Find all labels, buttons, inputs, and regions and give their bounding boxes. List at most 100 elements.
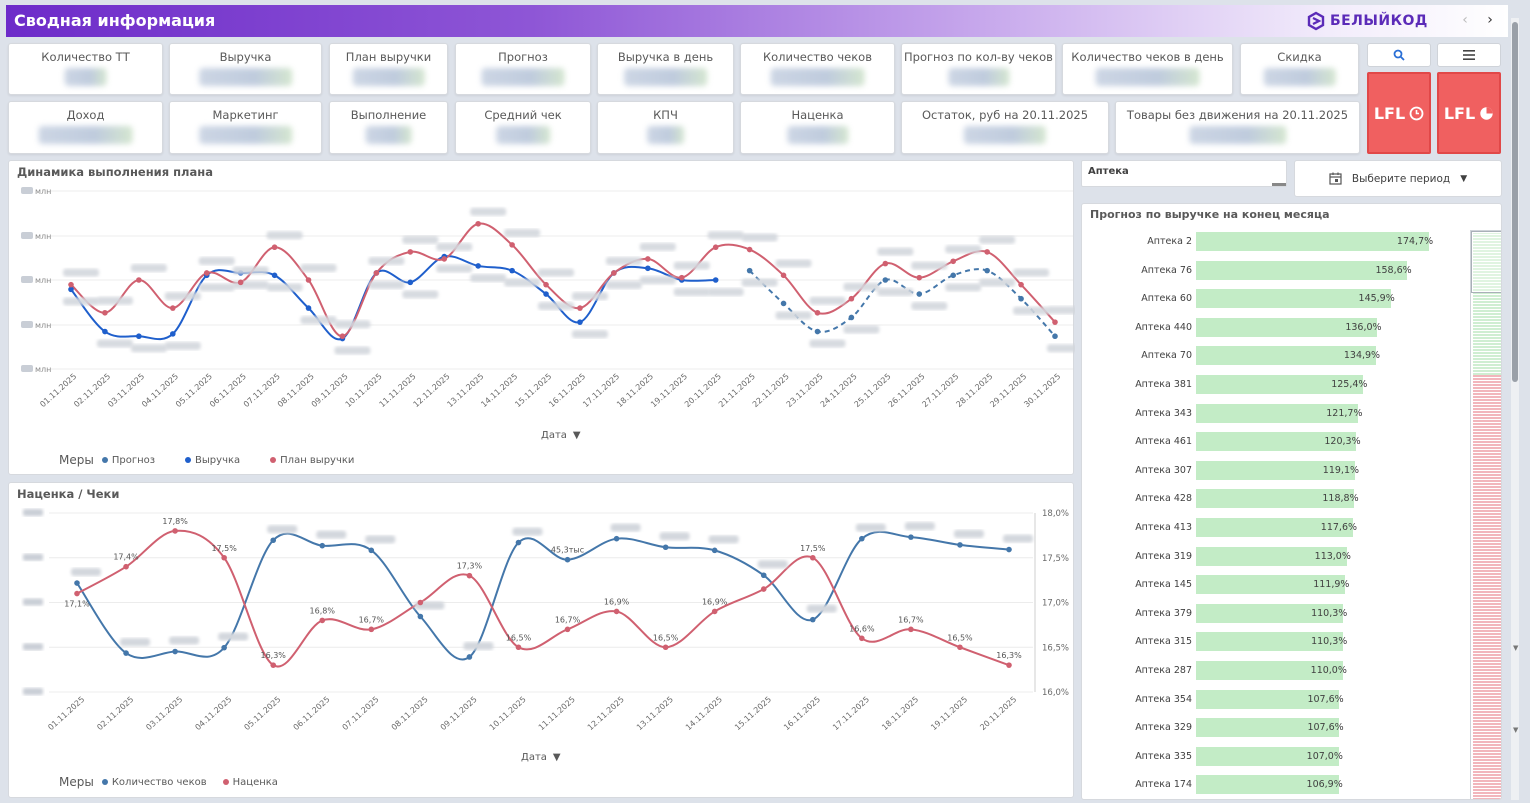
data-point[interactable] (319, 617, 326, 624)
data-point[interactable] (68, 281, 74, 288)
data-point[interactable] (908, 534, 914, 540)
forecast-bar[interactable] (1196, 489, 1355, 509)
data-point[interactable] (882, 260, 889, 267)
data-point[interactable] (368, 626, 375, 633)
forecast-bar[interactable] (1196, 518, 1353, 537)
forecast-row[interactable]: Аптека 413 117,6% (1082, 518, 1472, 538)
forecast-row[interactable]: Аптека 60 145,9% (1082, 289, 1472, 309)
data-point[interactable] (123, 650, 129, 656)
data-point[interactable] (407, 249, 414, 255)
series-line[interactable] (748, 268, 1056, 337)
legend-item-plan[interactable]: План выручки (270, 455, 354, 466)
data-point[interactable] (908, 626, 914, 633)
forecast-bar[interactable] (1196, 775, 1339, 795)
data-point[interactable] (368, 547, 375, 554)
data-point[interactable] (169, 331, 176, 337)
kpi-card[interactable]: Товары без движения на 20.11.2025 (1115, 101, 1360, 154)
data-point[interactable] (102, 309, 108, 316)
legend-item-revenue[interactable]: Выручка (185, 455, 240, 466)
data-point[interactable] (711, 608, 718, 615)
data-point[interactable] (417, 599, 424, 606)
data-point[interactable] (1052, 319, 1058, 325)
data-point[interactable] (515, 539, 522, 546)
forecast-bar[interactable] (1196, 432, 1357, 452)
forecast-minimap[interactable] (1470, 230, 1501, 799)
data-point[interactable] (543, 291, 549, 297)
data-point[interactable] (543, 281, 549, 288)
forecast-row[interactable]: Аптека 381 125,4% (1082, 375, 1472, 395)
data-point[interactable] (859, 635, 865, 642)
forecast-row[interactable]: Аптека 343 121,7% (1082, 403, 1472, 424)
data-point[interactable] (271, 244, 278, 251)
data-point[interactable] (221, 554, 227, 561)
data-point[interactable] (746, 267, 753, 274)
data-point[interactable] (475, 220, 481, 227)
data-point[interactable] (746, 246, 753, 253)
data-point[interactable] (984, 249, 990, 255)
forecast-row[interactable]: Аптека 70 134,9% (1082, 346, 1472, 366)
data-point[interactable] (613, 535, 620, 542)
data-point[interactable] (711, 547, 718, 554)
data-point[interactable] (916, 291, 923, 297)
kpi-card[interactable]: План выручки (329, 43, 448, 95)
forecast-bar[interactable] (1196, 317, 1378, 337)
data-point[interactable] (74, 590, 80, 597)
forecast-row[interactable]: Аптека 440 136,0% (1082, 317, 1472, 338)
forecast-bar[interactable] (1196, 546, 1347, 566)
data-point[interactable] (712, 277, 719, 283)
data-point[interactable] (957, 542, 963, 548)
search-button[interactable] (1367, 43, 1431, 67)
kpi-card[interactable]: Скидка (1240, 43, 1359, 95)
data-point[interactable] (957, 644, 963, 651)
forecast-bar[interactable] (1196, 460, 1355, 480)
kpi-card[interactable]: Выручка в день (597, 43, 734, 95)
forecast-bar[interactable] (1196, 232, 1429, 251)
data-point[interactable] (123, 563, 129, 570)
data-point[interactable] (509, 242, 515, 248)
forecast-row[interactable]: Аптека 287 110,0% (1082, 661, 1472, 681)
kpi-card[interactable]: Доход (8, 101, 163, 154)
data-point[interactable] (305, 305, 312, 311)
data-point[interactable] (564, 626, 571, 633)
data-point[interactable] (203, 270, 210, 276)
data-point[interactable] (407, 279, 414, 286)
forecast-bar[interactable] (1196, 575, 1346, 595)
data-point[interactable] (466, 654, 473, 660)
data-point[interactable] (515, 644, 522, 651)
prev-sheet-button[interactable]: ‹ (1462, 12, 1468, 28)
data-point[interactable] (780, 272, 787, 279)
legend-item-checks[interactable]: Количество чеков (101, 777, 207, 788)
data-point[interactable] (74, 580, 80, 586)
forecast-bar[interactable] (1196, 260, 1408, 280)
data-point[interactable] (221, 644, 227, 651)
data-point[interactable] (814, 328, 821, 335)
forecast-bar[interactable] (1196, 603, 1344, 623)
data-point[interactable] (319, 542, 326, 549)
data-point[interactable] (136, 333, 142, 340)
date-dimension-selector[interactable]: Дата ▼ (521, 752, 561, 763)
data-point[interactable] (169, 305, 176, 311)
data-point[interactable] (339, 333, 346, 340)
data-point[interactable] (678, 274, 685, 281)
data-point[interactable] (68, 286, 74, 293)
forecast-bar[interactable] (1196, 689, 1340, 709)
data-point[interactable] (172, 528, 178, 534)
data-point[interactable] (780, 300, 787, 307)
forecast-row[interactable]: Аптека 76 158,6% (1082, 260, 1472, 281)
kpi-card[interactable]: Наценка (740, 101, 895, 154)
data-point[interactable] (509, 267, 515, 274)
data-point[interactable] (577, 305, 583, 311)
forecast-bar[interactable] (1196, 289, 1391, 309)
kpi-card[interactable]: Средний чек (455, 101, 591, 154)
forecast-bar[interactable] (1196, 346, 1376, 366)
data-point[interactable] (1006, 546, 1012, 553)
data-point[interactable] (760, 586, 767, 592)
data-point[interactable] (662, 644, 669, 651)
data-point[interactable] (441, 256, 448, 262)
page-scrollbar-track[interactable] (1511, 18, 1519, 800)
data-point[interactable] (237, 279, 244, 286)
forecast-bar[interactable] (1196, 403, 1359, 423)
forecast-row[interactable]: Аптека 335 107,0% (1082, 746, 1472, 767)
legend-item-forecast[interactable]: Прогноз (101, 455, 155, 466)
data-point[interactable] (809, 554, 816, 561)
